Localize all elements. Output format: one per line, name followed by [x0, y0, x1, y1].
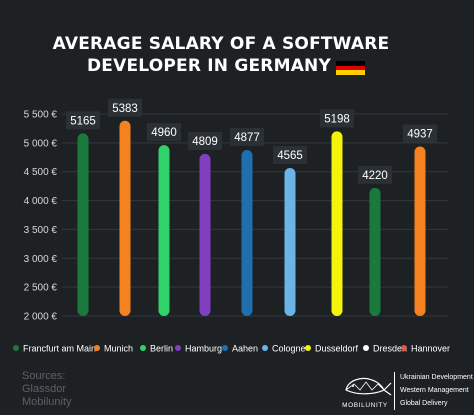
- brand-tagline: Ukrainian Development Western Management…: [400, 371, 473, 410]
- legend-swatch: [94, 345, 100, 351]
- sources-note: Sources: Glassdor Mobilunity: [22, 370, 72, 409]
- legend-label: Cologne: [272, 344, 306, 354]
- source-mobilunity: Mobilunity: [22, 396, 72, 408]
- flag-stripe-red: [336, 65, 365, 71]
- value-label-box: [188, 131, 222, 150]
- legend-label: Berlin: [150, 344, 173, 354]
- brand-line-2: Western Management: [400, 387, 469, 394]
- legend-swatch: [222, 345, 228, 351]
- legend-label: Hannover: [411, 344, 450, 354]
- legend-swatch: [175, 345, 181, 351]
- value-label-box: [273, 145, 307, 164]
- legend-label: Dresden: [373, 344, 407, 354]
- bar: [414, 146, 426, 316]
- brand-line-3: Global Delivery: [400, 400, 448, 407]
- legend-swatch: [363, 345, 369, 351]
- bar: [199, 153, 211, 316]
- bar: [284, 167, 296, 316]
- y-tick-label: 2 000 €: [24, 312, 58, 323]
- legend-swatch: [262, 345, 268, 351]
- value-label-box: [66, 111, 100, 130]
- flag-stripe-gold: [336, 70, 365, 75]
- chart-title-line-1: AVERAGE SALARY OF A SOFTWARE: [52, 34, 390, 54]
- value-label: 4220: [362, 170, 388, 182]
- sources-heading: Sources:: [22, 370, 66, 382]
- y-tick-label: 5 500 €: [24, 110, 58, 121]
- bar: [158, 145, 170, 316]
- legend-swatch: [305, 345, 311, 351]
- legend-swatch: [140, 345, 146, 351]
- y-tick-label: 4 500 €: [24, 167, 58, 178]
- value-label: 4565: [277, 150, 303, 162]
- value-label-box: [230, 127, 264, 146]
- source-glassdor: Glassdor: [22, 383, 67, 395]
- value-label: 5383: [112, 103, 138, 115]
- legend-label: Francfurt am Main: [23, 344, 96, 354]
- y-tick-label: 3 000 €: [24, 254, 58, 265]
- bar: [77, 133, 89, 316]
- brand-line-1: Ukrainian Development: [400, 374, 473, 381]
- y-tick-label: 5 000 €: [24, 138, 58, 149]
- whale-logo-icon: [338, 368, 394, 415]
- bar: [369, 187, 381, 316]
- value-label: 4960: [151, 127, 177, 139]
- brand-divider: [394, 372, 395, 410]
- value-label: 5198: [324, 113, 350, 125]
- y-tick-label: 4 000 €: [24, 196, 58, 207]
- legend-label: Munich: [104, 344, 133, 354]
- bar: [331, 131, 343, 316]
- brand-name: MOBILUNITY: [342, 402, 388, 409]
- bar: [119, 120, 131, 317]
- legend-swatch: [13, 345, 19, 351]
- y-tick-label: 2 500 €: [24, 283, 58, 294]
- value-label: 4877: [234, 132, 260, 144]
- value-label-box: [108, 98, 142, 117]
- legend-label: Dusseldorf: [315, 344, 359, 354]
- chart-title-line-2: DEVELOPER IN GERMANY: [87, 56, 331, 76]
- legend-label: Aahen: [232, 344, 258, 354]
- value-label-box: [320, 109, 354, 128]
- value-label-box: [147, 123, 181, 142]
- legend-swatch: [401, 345, 407, 351]
- germany-flag-icon: [336, 61, 365, 75]
- value-label: 4809: [192, 136, 218, 148]
- y-tick-label: 3 500 €: [24, 225, 58, 236]
- brand-block: MOBILUNITY Ukrainian Development Western…: [336, 368, 474, 415]
- value-label: 5165: [70, 115, 96, 127]
- flag-stripe-black: [336, 61, 365, 66]
- legend-label: Hamburg: [185, 344, 222, 354]
- value-label: 4937: [407, 128, 433, 140]
- bar: [241, 149, 253, 316]
- value-label-box: [403, 124, 437, 143]
- value-label-box: [358, 165, 392, 184]
